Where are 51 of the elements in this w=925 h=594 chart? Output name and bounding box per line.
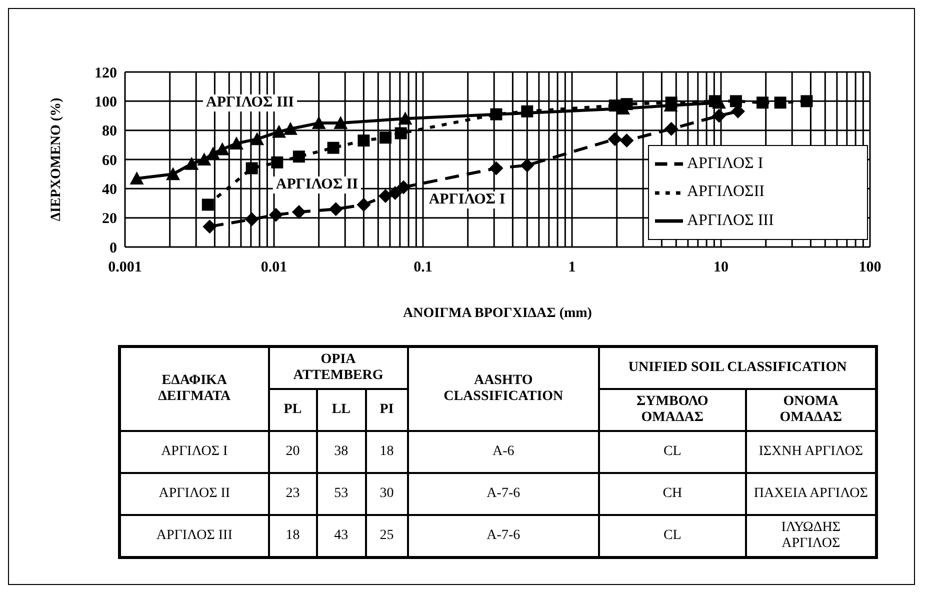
x-tick-label: 100 [858,260,882,276]
text: ΟΡΙΑ ATTEMBERG [268,346,408,389]
text: 25 [366,515,408,558]
legend-label: ΑΡΓΙΛΟΣ Ι [687,155,764,172]
text: ΠΑΧΕΙΑ ΑΡΓΙΛΟΣ [746,473,876,515]
text: ΕΔΑΦΙΚΑ ΔΕΙΓΜΑΤΑ [120,346,269,431]
legend-label: ΑΡΓΙΛΟΣ ΙΙΙ [687,212,774,229]
text: A-7-6 [408,515,600,558]
y-tick-label: 60 [102,152,117,169]
x-tick-label: 0.1 [414,260,432,276]
text: 20 [268,431,317,473]
text: AASHTO CLASSIFICATION [408,346,600,431]
x-tick-label: 0.01 [260,260,288,276]
y-tick-label: 120 [94,65,117,82]
text: UNIFIED SOIL CLASSIFICATION [599,346,876,389]
text: ΣΥΜΒΟΛΟ ΟΜΑΔΑΣ [599,389,746,431]
text: PL [268,389,317,431]
text: ΙΣΧΝΗ ΑΡΓΙΛΟΣ [746,431,876,473]
y-axis-title: ΔΙΕΡΧΟΜΕΝΟ (%) [48,97,64,222]
text: 38 [316,431,366,473]
legend-label: ΑΡΓΙΛΟΣΙΙ [687,183,764,200]
text: 18 [268,515,317,558]
text: CH [599,473,746,515]
x-tick-label: 1 [568,260,576,276]
x-tick-label: 10 [714,260,728,276]
y-tick-label: 80 [102,124,117,140]
text: 43 [316,515,366,558]
y-tick-label: 100 [94,94,117,110]
x-axis-title: ΑΝΟΙΓΜΑ ΒΡΟΓΧΙΔΑΣ (mm) [403,306,592,321]
text: 30 [366,473,408,515]
text: A-7-6 [408,473,600,515]
y-tick-label: 40 [102,182,117,198]
annotation: ΑΡΓΙΛΟΣ ΙΙΙ [203,94,297,112]
text: ΑΡΓΙΛΟΣ ΙΙ [120,473,269,515]
y-tick-label: 0 [110,240,117,256]
y-tick-label: 20 [102,211,117,228]
text: ΟΝΟΜΑ ΟΜΑΔΑΣ [746,389,876,431]
text: PI [366,389,408,431]
text: 18 [366,431,408,473]
annotation: ΑΡΓΙΛΟΣ ΙΙ [272,176,362,194]
text: CL [599,515,746,558]
text: CL [599,431,746,473]
text: 23 [268,473,317,515]
annotation: ΑΡΓΙΛΟΣ Ι [426,192,508,208]
text: LL [316,389,366,431]
x-tick-label: 0.001 [108,260,142,276]
text: ΑΡΓΙΛΟΣ Ι [120,431,269,473]
text: 53 [316,473,366,515]
text: A-6 [408,431,600,473]
text: ΙΛΥΩΔΗΣ ΑΡΓΙΛΟΣ [746,515,876,558]
text: ΑΡΓΙΛΟΣ ΙΙΙ [120,515,269,558]
